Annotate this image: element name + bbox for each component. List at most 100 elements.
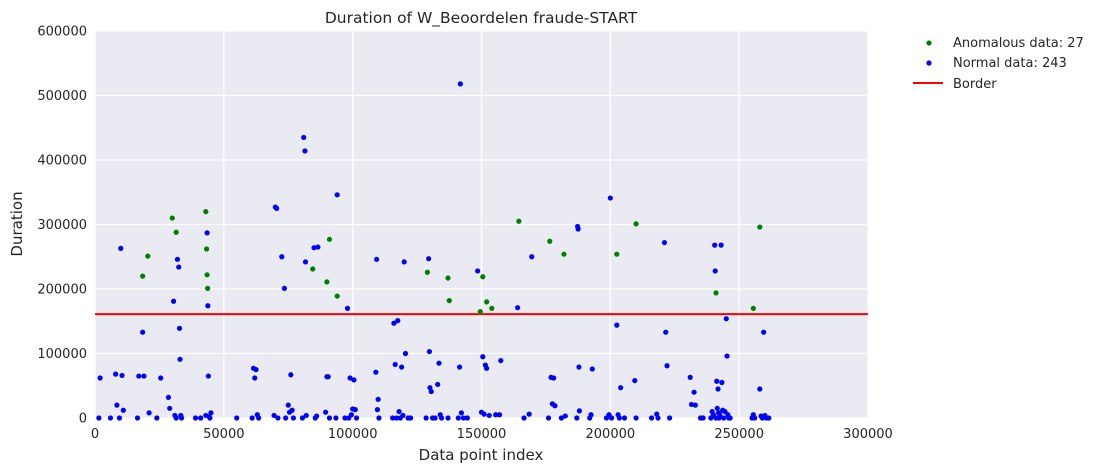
normal-point-42 [256, 415, 262, 421]
y-tick-label-5: 500000 [37, 89, 87, 104]
legend-anomalous-marker [926, 40, 932, 46]
legend: Anomalous data: 27 Normal data: 243 Bord… [913, 36, 1084, 92]
anomalous-point-26 [757, 224, 763, 230]
anomalous-point-13 [445, 275, 451, 281]
normal-point-88 [395, 318, 401, 324]
anomalous-point-6 [204, 272, 210, 278]
normal-point-17 [167, 405, 173, 411]
y-tick-label-0: 0 [79, 412, 87, 427]
normal-point-21 [174, 256, 181, 262]
legend-normal-marker [926, 60, 932, 66]
normal-point-94 [402, 350, 409, 357]
normal-point-74 [348, 412, 354, 418]
normal-point-18 [170, 298, 177, 304]
normal-point-14 [154, 415, 160, 421]
normal-point-148 [614, 322, 620, 328]
normal-point-2 [107, 415, 114, 421]
normal-point-163 [688, 401, 695, 408]
normal-point-47 [279, 254, 285, 260]
normal-point-158 [661, 239, 668, 246]
y-tick-labels: 0 100000 200000 300000 400000 500000 600000 [37, 25, 87, 427]
normal-point-67 [326, 415, 333, 421]
normal-point-71 [344, 305, 351, 311]
x-tick-label-0: 0 [91, 427, 99, 442]
anomalous-point-5 [203, 246, 210, 252]
x-tick-label-5: 250000 [714, 427, 764, 442]
normal-point-110 [456, 364, 463, 370]
normal-point-160 [664, 363, 670, 369]
normal-point-109 [455, 415, 461, 421]
normal-point-82 [375, 396, 381, 402]
normal-point-0 [96, 415, 102, 421]
anomalous-point-11 [334, 293, 340, 299]
normal-point-176 [715, 386, 721, 392]
normal-point-186 [724, 353, 730, 359]
normal-point-80 [374, 256, 380, 262]
normal-point-125 [514, 305, 521, 311]
normal-point-157 [655, 415, 661, 421]
anomalous-point-8 [310, 266, 316, 272]
normal-point-122 [493, 412, 499, 418]
anomalous-point-17 [484, 299, 490, 305]
normal-point-151 [618, 385, 624, 391]
normal-point-140 [576, 408, 583, 414]
normal-point-58 [302, 259, 309, 265]
y-tick-label-1: 100000 [37, 347, 87, 362]
normal-point-27 [192, 415, 199, 421]
normal-point-22 [176, 264, 182, 270]
normal-point-86 [392, 361, 398, 368]
normal-point-150 [616, 415, 622, 421]
normal-point-84 [390, 415, 396, 421]
normal-point-34 [207, 415, 213, 421]
normal-point-43 [271, 412, 277, 419]
normal-point-46 [275, 415, 281, 421]
normal-point-32 [205, 373, 211, 379]
anomalous-point-4 [203, 209, 209, 215]
normal-point-139 [576, 364, 582, 370]
normal-point-13 [146, 410, 152, 416]
x-axis-label: Data point index [419, 446, 544, 464]
normal-point-83 [376, 415, 382, 421]
normal-point-167 [700, 415, 706, 421]
anomalous-point-23 [633, 221, 639, 227]
normal-point-111 [457, 81, 463, 87]
chart-title: Duration of W_Beoordelen fraude-START [325, 9, 638, 28]
normal-point-10 [136, 373, 142, 379]
normal-point-37 [249, 415, 255, 421]
normal-point-56 [301, 134, 307, 141]
normal-point-104 [435, 381, 441, 388]
normal-point-57 [302, 148, 308, 154]
normal-point-8 [120, 407, 126, 413]
normal-point-93 [401, 259, 407, 265]
normal-point-85 [391, 320, 397, 326]
anomalous-point-15 [477, 308, 483, 315]
normal-point-59 [303, 412, 309, 419]
normal-point-142 [588, 412, 594, 418]
normal-point-5 [116, 415, 123, 421]
normal-point-77 [352, 407, 358, 413]
legend-border-label: Border [953, 77, 997, 92]
anomalous-point-1 [145, 253, 151, 259]
normal-point-123 [496, 412, 503, 418]
anomalous-point-14 [446, 298, 452, 304]
anomalous-point-18 [489, 305, 495, 311]
normal-point-165 [692, 402, 698, 408]
normal-point-1 [97, 375, 103, 381]
normal-point-128 [529, 254, 535, 260]
normal-point-87 [393, 415, 400, 421]
normal-point-64 [323, 409, 329, 415]
normal-point-3 [113, 371, 119, 377]
normal-point-115 [475, 268, 481, 274]
normal-point-134 [558, 415, 564, 421]
normal-point-35 [208, 410, 214, 416]
normal-point-161 [666, 415, 673, 421]
normal-point-99 [426, 348, 433, 355]
normal-point-118 [481, 411, 487, 417]
normal-point-73 [347, 375, 353, 381]
normal-point-96 [408, 415, 414, 421]
normal-point-154 [633, 415, 639, 421]
normal-point-4 [114, 402, 120, 408]
normal-point-107 [438, 415, 445, 421]
normal-point-54 [290, 415, 297, 421]
